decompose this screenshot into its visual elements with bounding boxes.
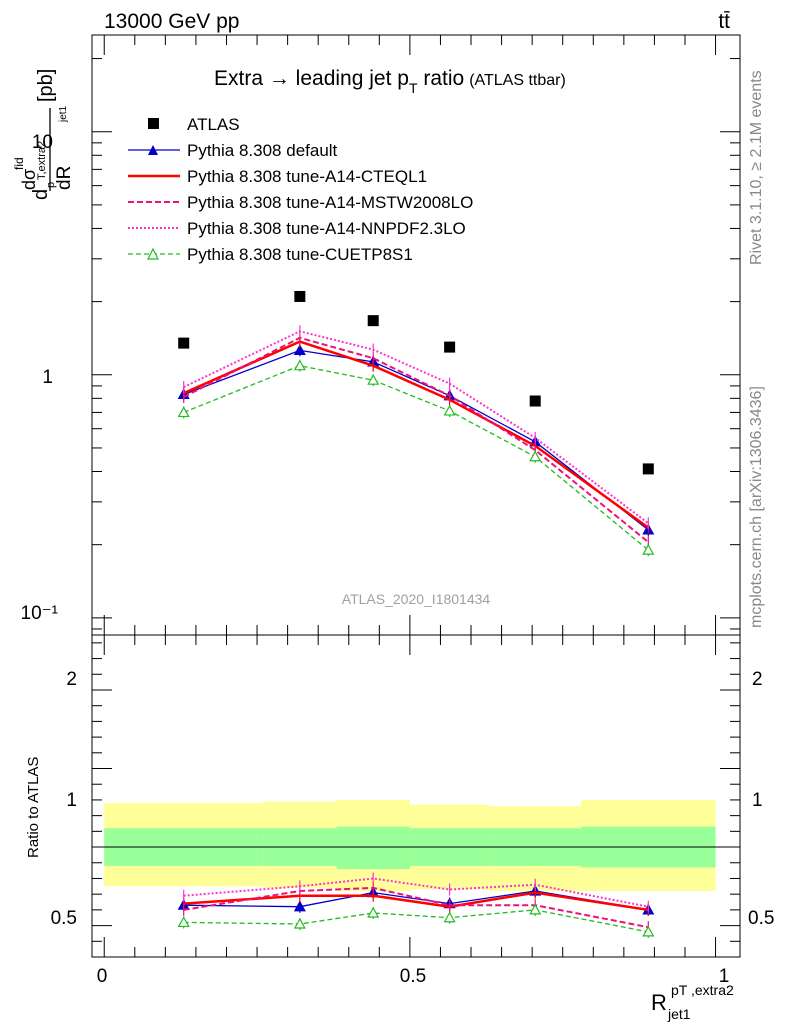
main-point-pythia-8-308-tune-cuetp8s1 [642, 543, 655, 555]
main-ytick-label-0.1: 10⁻¹ [21, 603, 59, 624]
ratio-line-pythia-8-308-tune-a14-cteql1 [183, 891, 649, 912]
main-ylabel: d dσ fid p T,extra2 dR jet1 [pb] [12, 69, 75, 200]
rivet-label: Rivet 3.1.10, ≥ 2.1M events [748, 70, 765, 265]
legend-entry-cuetp8s1: Pythia 8.308 tune-CUETP8S1 [128, 245, 413, 264]
legend-label-mstw: Pythia 8.308 tune-A14-MSTW2008LO [187, 193, 473, 212]
main-point-pythia-8-308-default [293, 344, 306, 355]
ylabel-dsigma: dσ [19, 169, 39, 190]
ylabel-p: p [45, 182, 57, 188]
ratio-ytick-label-1-right: 1 [752, 790, 763, 811]
legend-entry-default: Pythia 8.308 default [128, 141, 338, 160]
chart-title-main: Extra → leading jet p [214, 67, 409, 90]
ylabel-dR: dR [54, 166, 75, 190]
xtick-label-0: 0 [97, 966, 108, 987]
legend-label-nnpdf: Pythia 8.308 tune-A14-NNPDF2.3LO [187, 219, 466, 238]
atlas-data-point [294, 290, 306, 302]
xlabel-R: R [651, 990, 667, 1015]
legend-label-atlas: ATLAS [187, 115, 240, 134]
chart-title: Extra → leading jet pT ratio (ATLAS ttbar… [214, 67, 566, 96]
ratio-ytick-label-2-right: 2 [752, 669, 763, 690]
analysis-watermark: ATLAS_2020_I1801434 [342, 591, 491, 607]
main-panel: 10 1 10⁻¹ Extra → leading jet pT ratio (A… [12, 34, 741, 636]
ratio-ylabel: Ratio to ATLAS [25, 757, 42, 858]
main-ytick-label-10: 10 [32, 132, 53, 153]
ratio-point-pythia-8-308-tune-cuetp8s1 [642, 925, 655, 937]
legend-entry-cteql1: Pythia 8.308 tune-A14-CTEQL1 [128, 167, 427, 186]
ratio-line-pythia-8-308-tune-a14-nnpdf2-3lo [183, 877, 649, 908]
legend-label-cuetp8s1: Pythia 8.308 tune-CUETP8S1 [187, 245, 413, 264]
ylabel-unit: [pb] [35, 69, 57, 102]
main-ytick-label-1: 1 [42, 367, 53, 388]
ratio-frame [91, 634, 741, 958]
main-line-pythia-8-308-default [183, 349, 649, 531]
atlas-data-point [444, 341, 456, 353]
main-point-pythia-8-308-tune-cuetp8s1 [443, 404, 456, 416]
header-right: tt̄ [718, 10, 730, 33]
legend: ATLAS Pythia 8.308 default Pythia 8.308 … [128, 115, 473, 264]
atlas-data-point [367, 315, 379, 327]
legend-marker-cuetp8s1 [147, 247, 159, 260]
ratio-line-pythia-8-308-default [183, 890, 649, 911]
ratio-curves [177, 872, 655, 938]
main-point-pythia-8-308-tune-cuetp8s1 [367, 373, 380, 385]
atlas-data-point [178, 337, 190, 349]
legend-marker-atlas [148, 118, 159, 129]
mcplots-label: mcplots.cern.ch [arXiv:1306.3436] [748, 386, 765, 628]
xlabel-sub: jet1 [667, 1006, 691, 1022]
ratio-line-pythia-8-308-tune-cuetp8s1 [183, 909, 649, 933]
ratio-point-pythia-8-308-tune-cuetp8s1 [443, 911, 456, 923]
ylabel-d: d [30, 189, 52, 200]
main-line-pythia-8-308-tune-a14-cteql1 [183, 340, 650, 529]
ratio-point-pythia-8-308-default [293, 900, 306, 912]
main-point-pythia-8-308-tune-cuetp8s1 [177, 406, 190, 418]
ratio-axis-ticks [92, 635, 740, 957]
ratio-point-pythia-8-308-tune-cuetp8s1 [293, 917, 306, 929]
xtick-label-0.5: 0.5 [400, 966, 426, 987]
main-point-pythia-8-308-tune-cuetp8s1 [529, 450, 542, 462]
ratio-panel: 2 1 0.5 2 1 0.5 0 0.5 1 Ratio to ATLAS R… [25, 634, 774, 1022]
ratio-ytick-label-0.5-right: 0.5 [748, 908, 774, 929]
legend-label-cteql1: Pythia 8.308 tune-A14-CTEQL1 [187, 167, 427, 186]
ylabel-extra2: T,extra2 [36, 141, 48, 180]
ratio-point-pythia-8-308-tune-cuetp8s1 [367, 906, 380, 918]
legend-marker-default [148, 145, 158, 155]
legend-entry-nnpdf: Pythia 8.308 tune-A14-NNPDF2.3LO [128, 219, 466, 238]
legend-entry-atlas: ATLAS [148, 115, 240, 134]
legend-entry-mstw: Pythia 8.308 tune-A14-MSTW2008LO [128, 193, 473, 212]
chart-title-tail: ratio [418, 67, 465, 90]
ratio-stat-band [336, 826, 410, 870]
main-curves [177, 290, 655, 557]
ratio-ytick-label-0.5-left: 0.5 [51, 908, 77, 929]
main-line-pythia-8-308-tune-a14-mstw2008lo [183, 336, 649, 543]
ratio-point-pythia-8-308-tune-cuetp8s1 [529, 903, 542, 915]
chart-title-note: (ATLAS ttbar) [469, 72, 566, 89]
ylabel-fid: fid [12, 157, 26, 170]
main-axis-ticks [92, 35, 740, 635]
ratio-ytick-label-1-left: 1 [66, 790, 77, 811]
ratio-uncertainty-bands [92, 799, 740, 892]
chart-title-sub: T [409, 80, 418, 96]
xtick-label-1: 1 [719, 966, 730, 987]
ratio-point-pythia-8-308-tune-cuetp8s1 [177, 916, 190, 928]
atlas-data-point [529, 395, 541, 407]
main-point-pythia-8-308-tune-cuetp8s1 [293, 359, 306, 371]
main-line-pythia-8-308-tune-a14-nnpdf2-3lo [183, 330, 649, 525]
main-line-pythia-8-308-tune-cuetp8s1 [183, 365, 649, 551]
xlabel-sup: pT ,extra2 [671, 982, 734, 998]
ylabel-jet1: jet1 [58, 105, 69, 123]
ratio-ytick-label-2-left: 2 [66, 669, 77, 690]
ratio-line-pythia-8-308-tune-a14-mstw2008lo [183, 886, 649, 929]
x-axis-label: R pT ,extra2 jet1 [651, 982, 734, 1022]
legend-label-default: Pythia 8.308 default [187, 141, 338, 160]
header-left: 13000 GeV pp [104, 10, 239, 33]
atlas-data-point [642, 463, 654, 475]
